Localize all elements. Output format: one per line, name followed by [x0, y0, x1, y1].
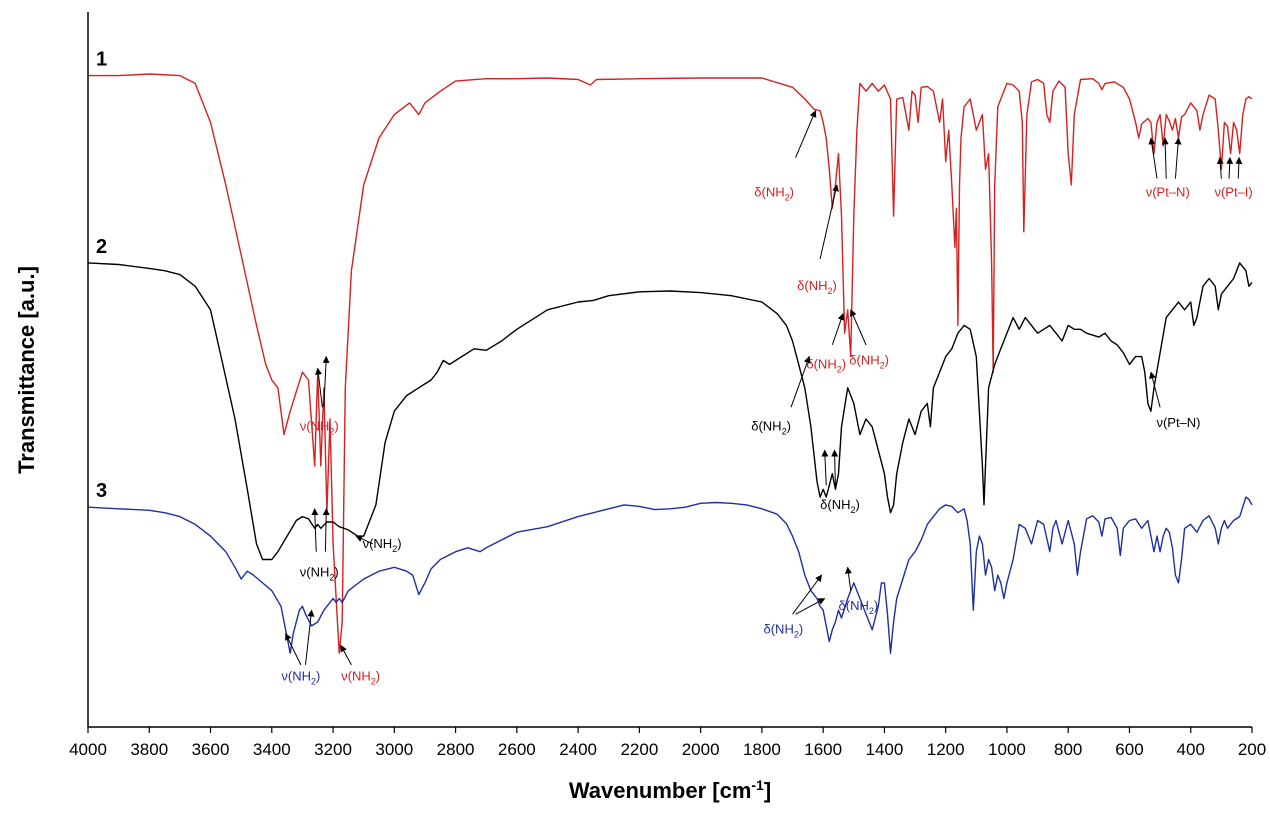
- annotation-arrow: [304, 609, 315, 665]
- annotation-label: ν(NH2): [341, 668, 380, 686]
- annotation-label: ν(NH2): [363, 536, 402, 554]
- x-tick-label: 800: [1054, 740, 1082, 759]
- peak-annotation: ν(Pt–N): [1146, 137, 1190, 200]
- annotation-label: ν(NH2): [281, 668, 320, 686]
- x-tick-label: 2800: [437, 740, 475, 759]
- peak-annotation: δ(NH2): [763, 574, 826, 640]
- x-tick-label: 1400: [866, 740, 904, 759]
- peak-annotation: ν(Pt–I): [1214, 156, 1253, 200]
- annotation-arrow: [355, 535, 374, 545]
- x-tick-label: 3400: [253, 740, 291, 759]
- peak-annotation: δ(NH2): [849, 309, 889, 370]
- annotation-label: ν(NH2): [300, 419, 339, 437]
- annotation-arrow: [792, 574, 823, 615]
- annotation-label: δ(NH2): [806, 356, 846, 374]
- annotation-arrow: [795, 598, 826, 615]
- annotation-label: δ(NH2): [763, 622, 803, 640]
- x-tick-label: 2400: [559, 740, 597, 759]
- x-tick-label: 4000: [69, 740, 107, 759]
- peak-annotation: ν(Pt–N): [1149, 371, 1201, 430]
- annotation-label: δ(NH2): [849, 352, 889, 370]
- annotation-arrow: [285, 633, 302, 666]
- x-tick-label: 1000: [988, 740, 1026, 759]
- annotation-label: ν(Pt–N): [1146, 185, 1190, 200]
- annotation-layer: δ(NH2)δ(NH2)δ(NH2) δ(NH2)ν(Pt–N) ν(Pt–I)ν(…: [281, 110, 1253, 686]
- annotation-label: δ(NH2): [797, 278, 837, 296]
- annotation-arrow: [340, 644, 352, 666]
- series-line-3: [87, 496, 1253, 654]
- annotation-arrow: [1148, 137, 1158, 179]
- annotation-arrow: [322, 508, 330, 552]
- y-axis-title: Transmittance [a.u.]: [14, 266, 39, 474]
- peak-annotation: δ(NH2): [839, 566, 879, 616]
- annotation-arrow: [322, 355, 330, 408]
- x-tick-label: 3800: [130, 740, 168, 759]
- x-tick-label: 3200: [314, 740, 352, 759]
- annotation-label: δ(NH2): [754, 185, 794, 203]
- annotation-arrow: [795, 110, 817, 158]
- annotation-label: ν(NH2): [300, 565, 339, 583]
- annotation-label: δ(NH2): [820, 497, 860, 515]
- annotation-arrow: [1216, 156, 1224, 179]
- peak-annotation: δ(NH2): [754, 110, 817, 203]
- peak-annotation: δ(NH2): [820, 449, 860, 515]
- annotation-arrow: [821, 449, 829, 486]
- annotation-arrow: [1235, 156, 1243, 179]
- series-label-3: 3: [96, 480, 107, 502]
- annotation-label: ν(Pt–I): [1214, 185, 1252, 200]
- x-tick-label: 3000: [375, 740, 413, 759]
- x-tick-label: 3600: [192, 740, 230, 759]
- annotation-label: ν(Pt–N): [1156, 415, 1200, 430]
- x-tick-label: 1200: [927, 740, 965, 759]
- x-tick-label: 2200: [620, 740, 658, 759]
- x-tick-label: 400: [1177, 740, 1205, 759]
- annotation-label: δ(NH2): [751, 419, 791, 437]
- x-tick-label: 1600: [804, 740, 842, 759]
- annotation-arrow: [1149, 371, 1161, 408]
- annotation-arrow: [314, 367, 323, 408]
- series-label-2: 2: [96, 236, 107, 258]
- peak-annotation: ν(NH2): [281, 609, 320, 686]
- peak-annotation: ν(NH2): [300, 508, 339, 583]
- x-tick-label: 600: [1115, 740, 1143, 759]
- series-line-2: [87, 262, 1253, 561]
- series-line-1: [88, 73, 1253, 654]
- annotation-label: δ(NH2): [839, 598, 879, 616]
- annotation-arrow: [819, 184, 839, 260]
- peak-annotation: δ(NH2): [751, 355, 811, 437]
- peak-annotation: δ(NH2): [797, 184, 839, 296]
- series-label-1: 1: [96, 49, 107, 71]
- series-layer: 1 2 3: [87, 49, 1253, 654]
- x-tick-label: 2600: [498, 740, 536, 759]
- annotation-arrow: [1174, 137, 1182, 179]
- annotation-arrow: [1161, 137, 1169, 179]
- peak-annotation: δ(NH2): [806, 312, 846, 374]
- annotation-arrow: [831, 449, 839, 486]
- annotation-arrow: [311, 508, 319, 552]
- peak-annotation: ν(NH2): [340, 644, 380, 686]
- axes-layer: [87, 12, 1252, 728]
- annotation-arrow: [831, 312, 845, 346]
- annotation-arrow: [845, 566, 852, 591]
- x-tick-layer: 4000 3800 3600 3400 3200 3000 2800 2600 2400 2200…: [69, 727, 1266, 759]
- x-tick-label: 1800: [743, 740, 781, 759]
- annotation-arrow: [850, 309, 867, 346]
- x-tick-label: 200: [1238, 740, 1266, 759]
- x-axis-title: Wavenumber [cm-1]: [569, 777, 771, 803]
- peak-annotation: ν(NH2): [300, 355, 339, 437]
- annotation-arrow: [790, 355, 811, 408]
- peak-annotation: ν(NH2): [355, 535, 402, 554]
- annotation-arrow: [1226, 156, 1234, 179]
- x-tick-label: 2000: [682, 740, 720, 759]
